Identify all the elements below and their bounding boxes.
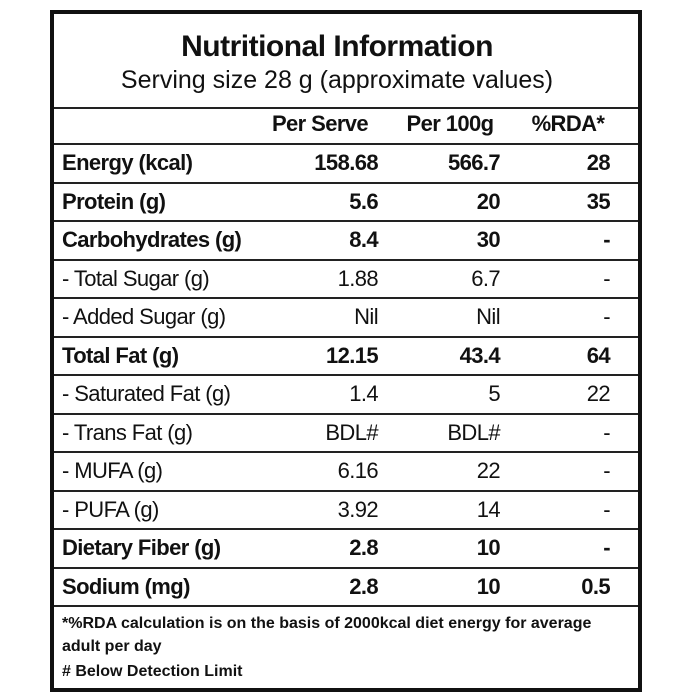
cell-value: 20 [476,188,501,214]
cell-value: 22 [476,458,501,483]
row-label: - Trans Fat (g) [62,419,193,445]
cell-value: 6.16 [337,458,379,483]
cell-value: 30 [476,227,501,252]
cell-value: 64 [586,342,611,368]
rule [54,566,638,569]
cell-value: - [603,535,610,560]
row-label: - Total Sugar (g) [62,265,210,291]
rule [54,297,638,299]
cell-value: 1.4 [349,381,378,406]
cell-value: - [603,419,610,445]
rule [54,374,638,376]
cell-value: 1.88 [337,265,379,291]
column-header: %RDA* [531,111,605,136]
cell-value: BDL# [447,419,500,445]
cell-value: 43.4 [459,342,501,368]
column-header: Per Serve [271,111,369,136]
cell-value: 2.8 [349,535,378,560]
cell-value: 158.68 [314,150,378,175]
rule [54,412,638,415]
cell-value: 12.15 [325,342,379,368]
label-box [50,10,642,692]
column-header: Per 100g [406,111,495,136]
row-label: - Saturated Fat (g) [62,381,231,406]
row-label: Total Fat (g) [62,342,179,368]
cell-value: 3.92 [337,496,379,522]
rule [54,107,638,109]
row-label: - PUFA (g) [62,496,159,522]
rule [54,605,638,607]
footnote: *%RDA calculation is on the basis of 200… [62,615,592,655]
cell-value: 10 [476,535,501,560]
cell-value: - [603,304,610,329]
cell-value: 28 [586,150,611,175]
cell-value: - [603,265,610,291]
rule [54,528,638,530]
cell-value: BDL# [325,419,378,445]
cell-value: 8.4 [349,227,378,252]
cell-value: 2.8 [349,573,378,599]
row-label: Carbohydrates (g) [62,227,242,252]
title: Nutritional Information [181,30,493,63]
cell-value: 6.7 [471,265,500,291]
cell-value: Nil [354,304,378,329]
rule [54,335,638,338]
rule [54,220,638,222]
row-label: Dietary Fiber (g) [62,535,221,560]
cell-value: 566.7 [447,150,501,175]
cell-value: 10 [476,573,501,599]
cell-value: - [603,227,610,252]
footnote: # Below Detection Limit [62,663,243,680]
rule [54,258,638,261]
cell-value: 14 [476,496,501,522]
cell-value: 0.5 [581,573,610,599]
cell-value: Nil [476,304,500,329]
rule [54,489,638,492]
row-label: - Added Sugar (g) [62,304,226,329]
subtitle: Serving size 28 g (approximate values) [120,66,554,94]
rule [54,181,638,184]
cell-value: 35 [586,188,611,214]
cell-value: - [603,496,610,522]
cell-value: 5 [488,381,500,406]
cell-value: 5.6 [349,188,378,214]
row-label: Sodium (mg) [62,573,190,599]
row-label: Protein (g) [62,188,166,214]
row-label: - MUFA (g) [62,458,163,483]
rule [54,143,638,145]
cell-value: - [603,458,610,483]
cell-value: 22 [586,381,611,406]
row-label: Energy (kcal) [62,150,193,175]
rule [54,451,638,453]
